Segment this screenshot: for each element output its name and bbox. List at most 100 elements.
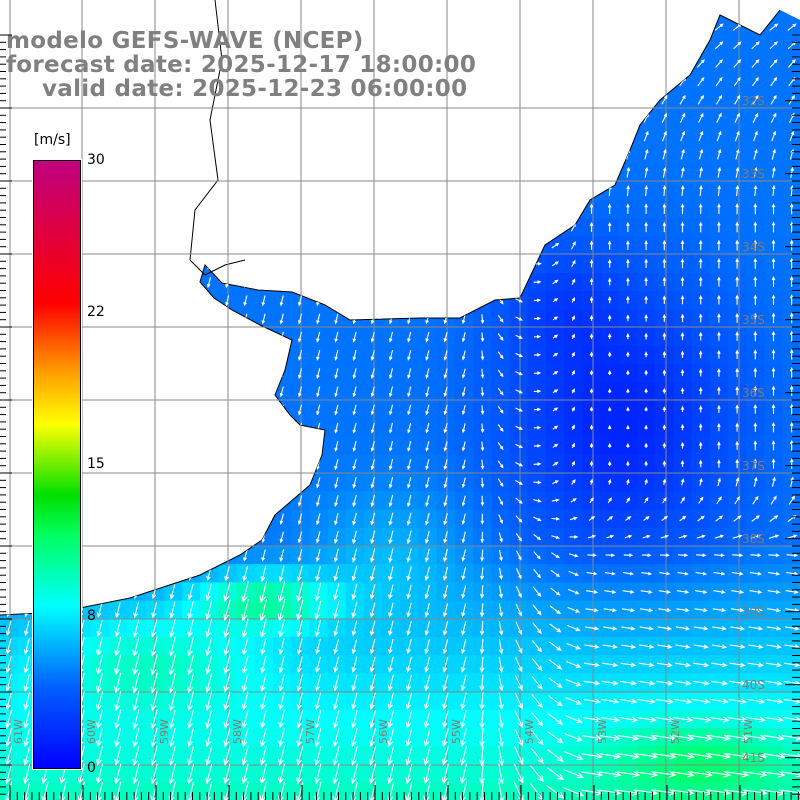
wind-arrow	[188, 531, 193, 543]
wind-arrow	[607, 388, 612, 394]
wind-arrow	[352, 149, 357, 161]
wind-speed-cell	[91, 200, 110, 219]
wind-arrow	[316, 404, 321, 416]
wind-speed-cell	[509, 72, 529, 92]
wind-arrow	[752, 495, 759, 505]
wind-arrow	[571, 259, 576, 268]
wind-arrow	[24, 585, 30, 599]
wind-speed-cell	[382, 109, 401, 128]
wind-arrow	[61, 149, 66, 161]
wind-arrow	[624, 76, 632, 87]
wind-arrow	[241, 637, 249, 656]
wind-arrow	[605, 41, 615, 50]
wind-arrow	[789, 330, 794, 342]
wind-arrow	[748, 626, 764, 631]
wind-speed-cell	[182, 182, 201, 201]
wind-arrow	[406, 530, 412, 545]
wind-arrow	[170, 222, 175, 234]
wind-arrow	[97, 131, 102, 143]
wind-speed-cell	[546, 127, 565, 147]
wind-arrow	[626, 166, 631, 178]
wind-speed-cell	[436, 10, 456, 19]
wind-arrow	[790, 476, 794, 488]
wind-arrow	[716, 112, 722, 124]
wind-arrow	[334, 222, 339, 234]
wind-speed-cell	[163, 163, 183, 183]
wind-arrow	[771, 403, 776, 414]
wind-arrow	[653, 770, 677, 778]
wind-speed-cell	[509, 91, 529, 110]
wind-arrow	[530, 729, 544, 746]
wind-speed-cell	[473, 218, 492, 238]
wind-arrow	[461, 585, 467, 599]
wind-speed-cell	[109, 382, 128, 401]
wind-speed-cell	[455, 291, 474, 310]
wind-arrow	[675, 644, 691, 649]
longitude-label: 53W	[596, 719, 609, 744]
wind-arrow	[680, 239, 685, 251]
wind-arrow	[497, 95, 504, 106]
wind-arrow	[334, 149, 339, 161]
wind-arrow	[710, 680, 729, 686]
wind-arrow	[789, 458, 794, 469]
wind-arrow	[546, 749, 564, 762]
wind-arrow	[443, 441, 448, 452]
wind-speed-cell	[0, 473, 19, 492]
wind-arrow	[314, 710, 322, 729]
wind-arrow	[95, 672, 104, 694]
wind-arrow	[607, 203, 612, 214]
wind-speed-cell	[600, 91, 620, 110]
wind-speed-cell	[236, 254, 256, 274]
wind-arrow	[424, 602, 430, 618]
wind-arrow	[624, 59, 633, 68]
wind-arrow	[97, 404, 102, 416]
wind-arrow	[334, 422, 339, 434]
wind-arrow	[696, 534, 706, 539]
wind-arrow	[461, 332, 466, 343]
wind-speed-cell	[564, 91, 583, 110]
wind-speed-cell	[236, 127, 256, 147]
wind-arrow	[532, 586, 542, 597]
wind-arrow	[762, 752, 786, 760]
wind-speed-cell	[527, 10, 547, 19]
wind-arrow	[316, 368, 321, 380]
wind-arrow	[586, 590, 599, 594]
wind-arrow	[548, 659, 563, 670]
wind-arrow	[24, 513, 30, 525]
wind-arrow	[223, 599, 231, 621]
wind-arrow	[532, 243, 543, 248]
wind-speed-cell	[691, 18, 711, 37]
wind-arrow	[735, 221, 739, 233]
wind-arrow	[636, 716, 657, 723]
wind-speed-cell	[109, 400, 128, 420]
wind-arrow	[115, 331, 121, 343]
wind-arrow	[407, 440, 412, 452]
wind-arrow	[607, 258, 612, 268]
wind-speed-cell	[345, 291, 365, 310]
wind-speed-cell	[254, 145, 274, 165]
wind-arrow	[334, 240, 339, 252]
wind-arrow	[514, 675, 523, 691]
wind-arrow	[97, 422, 102, 434]
wind-speed-cell	[327, 10, 347, 19]
wind-arrow	[370, 548, 376, 564]
wind-speed-cell	[564, 127, 583, 147]
wind-speed-cell	[236, 200, 256, 219]
wind-arrow	[388, 277, 394, 289]
wind-arrow	[727, 716, 748, 723]
wind-arrow	[676, 608, 690, 613]
wind-speed-cell	[455, 18, 474, 37]
longitude-label: 54W	[523, 719, 536, 744]
wind-arrow	[224, 566, 230, 582]
wind-arrow	[170, 10, 175, 16]
wind-arrow	[423, 745, 431, 766]
wind-arrow	[658, 589, 672, 594]
wind-arrow	[729, 662, 746, 668]
wind-arrow	[589, 460, 594, 467]
wind-arrow	[115, 149, 121, 161]
wind-arrow	[606, 94, 613, 105]
wind-arrow	[24, 440, 30, 452]
wind-speed-cell	[546, 18, 565, 37]
wind-arrow	[531, 171, 544, 175]
wind-arrow	[369, 656, 376, 673]
